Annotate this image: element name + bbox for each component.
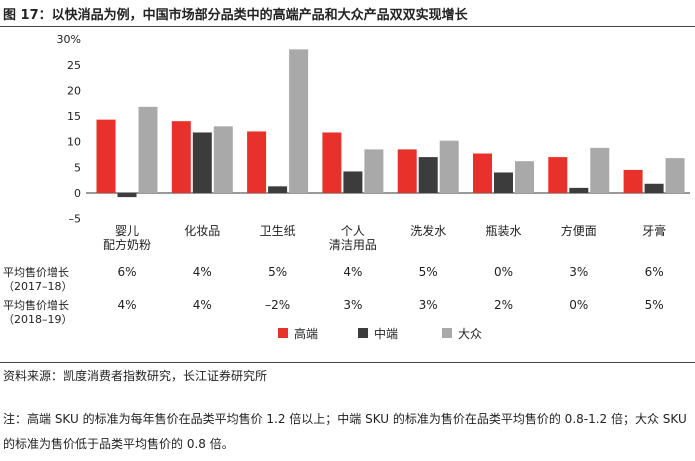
bar-premium — [322, 132, 342, 193]
category-label: 清洁用品 — [329, 238, 377, 252]
category-label: 牙膏 — [642, 223, 666, 238]
legend-swatch — [442, 328, 452, 338]
bar-midrange — [343, 171, 363, 193]
bar-premium — [548, 157, 568, 193]
bar-premium — [247, 131, 267, 193]
table-cell: 4% — [343, 265, 362, 279]
table-cell: 5% — [268, 265, 287, 279]
category-label: 洗发水 — [410, 223, 446, 238]
table-cell: 6% — [645, 265, 664, 279]
table-cell: 3% — [343, 298, 362, 312]
source-divider — [0, 362, 695, 363]
category-label: 方便面 — [561, 223, 597, 238]
y-tick-label: 20 — [67, 84, 81, 97]
table-row-label: 平均售价增长 — [3, 265, 69, 279]
bar-midrange — [644, 183, 664, 193]
y-tick-label: 5 — [74, 161, 81, 174]
bar-mass — [439, 140, 459, 193]
source-note: 资料来源：凯度消费者指数研究，长江证券研究所 — [3, 369, 268, 383]
legend-label: 高端 — [294, 326, 318, 341]
table-row-label: （2017–18） — [3, 280, 73, 293]
bar-premium — [473, 153, 492, 193]
table-cell: 4% — [193, 298, 212, 312]
y-tick-label: –5 — [69, 213, 82, 226]
bar-mass — [590, 147, 610, 193]
table-cell: 3% — [419, 298, 438, 312]
bar-premium — [171, 121, 191, 193]
category-label: 配方奶粉 — [103, 237, 151, 252]
y-tick-label: 10 — [67, 136, 81, 149]
bar-mass — [289, 49, 309, 193]
table-row-label: （2018–19） — [3, 313, 73, 326]
bar-premium — [397, 149, 417, 193]
table-cell: 5% — [645, 298, 664, 312]
table-cell: 4% — [117, 298, 136, 312]
figure-title: 图 17：以快消品为例，中国市场部分品类中的高端产品和大众产品双双实现增长 — [3, 8, 468, 23]
bar-midrange — [117, 193, 137, 198]
table-cell: –2% — [265, 298, 290, 312]
bar-mass — [213, 126, 233, 193]
bar-mass — [665, 158, 685, 193]
table-cell: 0% — [569, 298, 588, 312]
footnote: 注：高端 SKU 的标准为每年售价在品类平均售价 1.2 倍以上；中端 SKU … — [3, 412, 687, 451]
y-tick-label: 30% — [57, 33, 81, 46]
bar-mass — [515, 161, 534, 193]
table-cell: 2% — [494, 298, 513, 312]
title-divider — [0, 26, 695, 27]
bar-mass — [138, 106, 158, 193]
category-label: 婴儿 — [115, 224, 139, 238]
y-tick-label: 25 — [67, 59, 81, 72]
table-cell: 0% — [494, 265, 513, 279]
category-label: 卫生纸 — [260, 224, 296, 238]
legend-swatch — [278, 328, 288, 338]
y-tick-label: 15 — [67, 110, 81, 123]
bar-midrange — [192, 132, 212, 193]
legend-swatch — [358, 328, 368, 338]
category-label: 化妆品 — [184, 224, 220, 238]
bar-midrange — [569, 187, 589, 193]
y-tick-label: 0 — [74, 187, 81, 200]
legend-label: 大众 — [458, 327, 482, 341]
category-label: 个人 — [341, 224, 365, 238]
category-label: 瓶装水 — [485, 224, 521, 238]
table-row-label: 平均售价增长 — [3, 298, 69, 312]
table-cell: 6% — [117, 265, 136, 279]
bar-premium — [96, 119, 116, 193]
bar-premium — [623, 169, 643, 193]
bar-midrange — [268, 186, 288, 193]
legend-label: 中端 — [374, 326, 398, 341]
table-cell: 5% — [419, 265, 438, 279]
table-cell: 4% — [193, 265, 212, 279]
bar-midrange — [494, 172, 513, 193]
bar-midrange — [418, 157, 438, 193]
table-cell: 3% — [569, 265, 588, 279]
bar-mass — [364, 149, 384, 193]
